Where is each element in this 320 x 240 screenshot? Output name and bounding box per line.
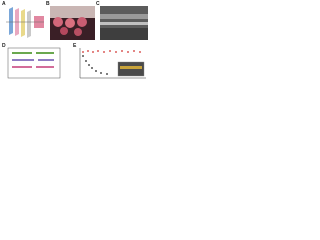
panel-a-schematic bbox=[6, 7, 44, 38]
panel-e-plot bbox=[79, 48, 146, 79]
panel-label: D bbox=[2, 43, 6, 49]
figure: A B C D E bbox=[2, 1, 148, 79]
panel-label: E bbox=[73, 43, 77, 49]
panel-label: A bbox=[2, 1, 6, 7]
panel-label: C bbox=[96, 1, 100, 7]
panel-label: B bbox=[46, 1, 50, 7]
panel-d-box bbox=[7, 47, 61, 79]
panel-b-image bbox=[50, 6, 95, 40]
panel-c-image bbox=[100, 6, 148, 40]
